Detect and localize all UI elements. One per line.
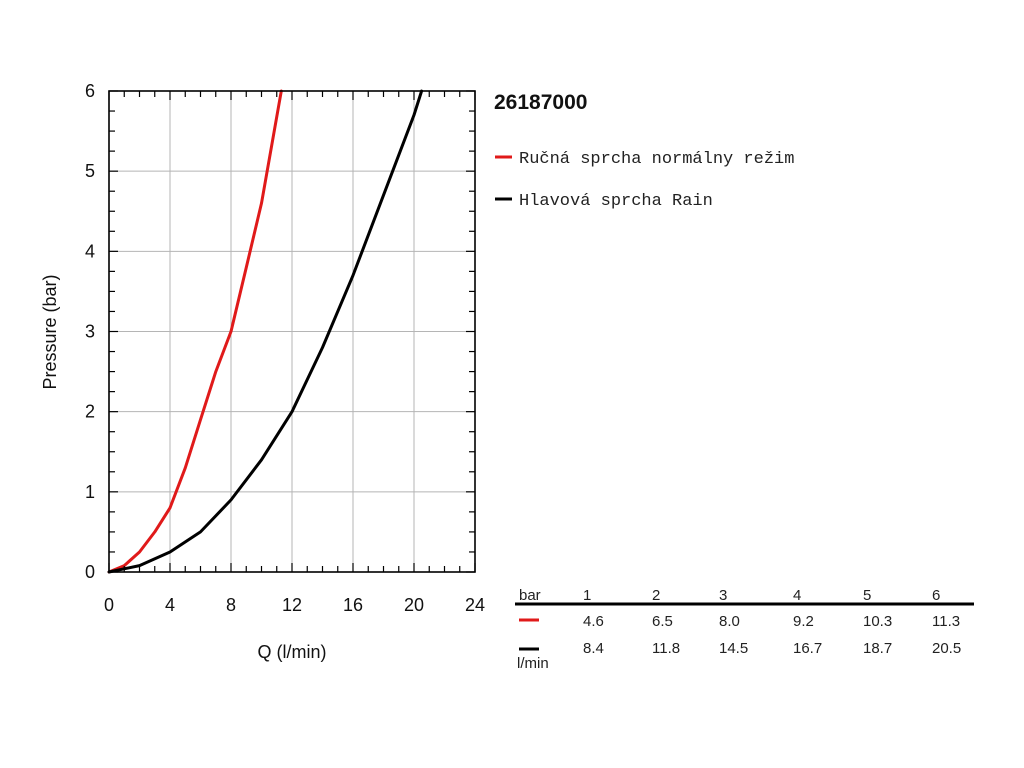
table-header-cell: 5 [863, 587, 871, 604]
table-cell: 14.5 [719, 640, 748, 657]
y-tick-label: 4 [85, 241, 95, 261]
series-curves [107, 89, 424, 574]
table-cell: 8.4 [583, 640, 604, 657]
y-tick-label: 5 [85, 161, 95, 181]
table-cell: 20.5 [932, 640, 961, 657]
table-cell: 6.5 [652, 613, 673, 630]
y-tick-label: 6 [85, 81, 95, 101]
tick-marks [108, 90, 476, 573]
table-header-cell: 4 [793, 587, 801, 604]
x-axis-label: Q (l/min) [258, 642, 327, 662]
table-cell: 11.3 [932, 613, 960, 630]
x-tick-label: 20 [404, 595, 424, 615]
legend-label: Hlavová sprcha Rain [519, 192, 713, 211]
legend: Ručná sprcha normálny režim Hlavová sprch… [495, 150, 794, 211]
table-cell: 4.6 [583, 613, 604, 630]
x-tick-label: 8 [226, 595, 236, 615]
series-line-head-shower [107, 89, 424, 574]
table-cell: 9.2 [793, 613, 814, 630]
table-header-cell: 6 [932, 587, 940, 604]
y-axis-label: Pressure (bar) [40, 274, 60, 389]
series-line-hand-shower [107, 89, 283, 574]
y-tick-label: 3 [85, 322, 95, 342]
x-tick-label: 24 [465, 595, 485, 615]
table-header-bar-label: bar [519, 587, 541, 604]
legend-label: Ručná sprcha normálny režim [519, 150, 794, 169]
grid-lines [109, 91, 475, 572]
table-cell: 8.0 [719, 613, 740, 630]
table-unit-label: l/min [517, 655, 549, 672]
table-cell: 11.8 [652, 640, 680, 657]
table-header-cell: 3 [719, 587, 727, 604]
y-tick-label: 2 [85, 402, 95, 422]
y-tick-label: 1 [85, 482, 95, 502]
table-header-cell: 1 [583, 587, 591, 604]
table-cell: 16.7 [793, 640, 822, 657]
product-title: 26187000 [494, 91, 587, 114]
table-header-cell: 2 [652, 587, 660, 604]
flow-table: bar 1 2 3 4 5 6 4.6 6.5 8.0 9.2 10.3 11.3 8.4 11.8 14.5… [515, 587, 974, 672]
table-cell: 18.7 [863, 640, 892, 657]
x-tick-label: 12 [282, 595, 302, 615]
x-tick-label: 0 [104, 595, 114, 615]
y-tick-label: 0 [85, 562, 95, 582]
x-tick-label: 4 [165, 595, 175, 615]
table-cell: 10.3 [863, 613, 892, 630]
x-tick-label: 16 [343, 595, 363, 615]
